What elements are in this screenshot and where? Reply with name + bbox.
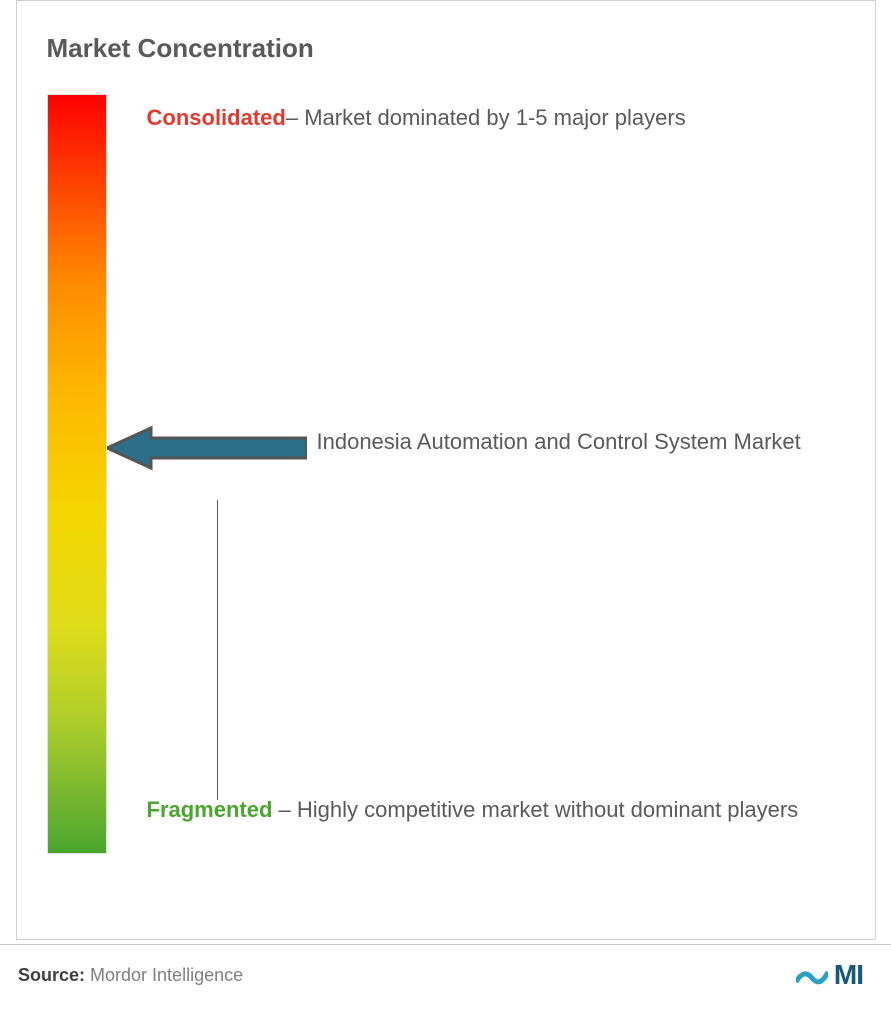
consolidated-strong: Consolidated — [147, 105, 286, 130]
fragmented-label: Fragmented – Highly competitive market w… — [147, 786, 845, 834]
marker-vertical-line — [217, 500, 218, 800]
source-prefix: Source: — [18, 965, 85, 985]
source-attribution: Source: Mordor Intelligence — [18, 965, 243, 986]
consolidated-rest: – Market dominated by 1-5 major players — [286, 105, 686, 130]
chart-title: Market Concentration — [27, 21, 865, 94]
source-value: Mordor Intelligence — [85, 965, 243, 985]
logo-wave-icon — [796, 960, 828, 990]
footer-bar: Source: Mordor Intelligence MI — [0, 944, 891, 1009]
fragmented-rest: – Highly competitive market without domi… — [272, 797, 798, 822]
fragmented-strong: Fragmented — [147, 797, 273, 822]
market-marker: Indonesia Automation and Control System … — [107, 424, 845, 472]
consolidated-label: Consolidated– Market dominated by 1-5 ma… — [147, 94, 845, 142]
main-area: Consolidated– Market dominated by 1-5 ma… — [27, 94, 865, 854]
logo-text: MI — [834, 959, 863, 991]
concentration-gradient-bar — [47, 94, 107, 854]
mordor-logo: MI — [796, 959, 863, 991]
market-name-label: Indonesia Automation and Control System … — [307, 424, 801, 459]
arrow-left-icon — [107, 424, 307, 472]
labels-column: Consolidated– Market dominated by 1-5 ma… — [107, 94, 865, 854]
infographic-card: Market Concentration Consolidated– Marke… — [16, 0, 876, 940]
